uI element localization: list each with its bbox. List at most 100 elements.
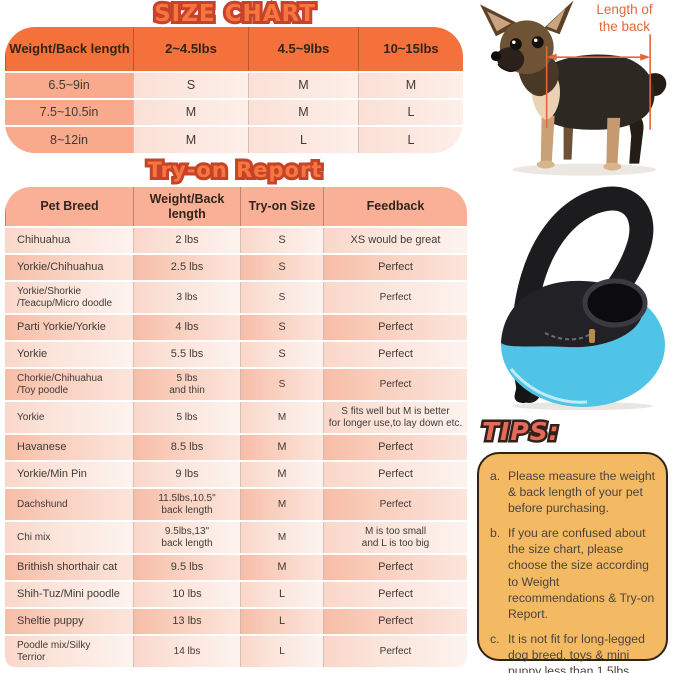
cell-feedback: Perfect (323, 435, 467, 460)
size-cell: L (358, 100, 463, 125)
size-header-cell: 4.5~9lbs (248, 27, 358, 71)
cell-breed: Brithish shorthair cat (5, 555, 133, 580)
tryon-header-cell: Try-on Size (240, 187, 323, 226)
cell-size: S (240, 282, 323, 313)
tips-box: a. Please measure the weight & back leng… (477, 452, 668, 673)
size-cell: M (133, 100, 248, 125)
tryon-row: Yorkie/Min Pin 9 lbs M Perfect (5, 460, 467, 487)
cell-weight: 10 lbs (133, 582, 240, 607)
cell-breed: Yorkie/Chihuahua (5, 255, 133, 280)
cell-size: L (240, 582, 323, 607)
tip-label: a. (490, 469, 501, 483)
cell-feedback: Perfect (323, 255, 467, 280)
back-length-measurement-lines (545, 34, 651, 130)
chihuahua-photo (480, 0, 667, 176)
cell-breed: Chorkie/Chihuahua /Toy poodle (5, 369, 133, 400)
size-cell: M (133, 127, 248, 153)
cell-size: S (240, 255, 323, 280)
cell-weight: 5.5 lbs (133, 342, 240, 367)
cell-feedback: Perfect (323, 342, 467, 367)
size-cell: L (248, 127, 358, 153)
cell-feedback: XS would be great (323, 228, 467, 253)
cell-feedback: M is too small and L is too big (323, 522, 467, 553)
cell-breed: Poodle mix/Silky Terrior (5, 636, 133, 667)
size-chart-row: 6.5~9in S M M (5, 71, 463, 98)
tryon-header-cell: Feedback (323, 187, 467, 226)
cell-size: S (240, 342, 323, 367)
tryon-row: Chi mix 9.5lbs,13" back length M M is to… (5, 520, 467, 553)
size-cell: M (248, 73, 358, 98)
cell-breed: Havanese (5, 435, 133, 460)
cell-feedback: Perfect (323, 315, 467, 340)
tryon-title-text: Try-on Report (147, 158, 323, 182)
cell-size: M (240, 402, 323, 433)
tip-label: c. (490, 631, 500, 646)
cell-breed: Chihuahua (5, 228, 133, 253)
tryon-row: Chorkie/Chihuahua /Toy poodle 5 lbs and … (5, 367, 467, 400)
size-cell-back-length: 6.5~9in (5, 73, 133, 98)
cell-weight: 13 lbs (133, 609, 240, 634)
cell-weight: 11.5lbs,10.5" back length (133, 489, 240, 520)
cell-breed: Parti Yorkie/Yorkie (5, 315, 133, 340)
size-chart-title-outline: SIZE CHART (151, 0, 318, 30)
cell-feedback: Perfect (323, 582, 467, 607)
cell-weight: 2.5 lbs (133, 255, 240, 280)
tryon-row: Yorkie/Chihuahua 2.5 lbs S Perfect (5, 253, 467, 280)
tryon-row: Parti Yorkie/Yorkie 4 lbs S Perfect (5, 313, 467, 340)
size-cell: M (248, 100, 358, 125)
tip-item: a. Please measure the weight & back leng… (490, 468, 656, 516)
cell-weight: 14 lbs (133, 636, 240, 667)
chihuahua-measurement-figure: Length of the back (480, 0, 679, 178)
tryon-row: Poodle mix/Silky Terrior 14 lbs L Perfec… (5, 634, 467, 667)
cell-size: L (240, 636, 323, 667)
cell-size: S (240, 369, 323, 400)
cell-weight: 9 lbs (133, 462, 240, 487)
cell-size: M (240, 435, 323, 460)
tryon-row: Shih-Tuz/Mini poodle 10 lbs L Perfect (5, 580, 467, 607)
tryon-title-outline: Try-on Report (145, 155, 325, 185)
cell-feedback: Perfect (323, 609, 467, 634)
cell-breed: Dachshund (5, 489, 133, 520)
size-chart-row: 7.5~10.5in M M L (5, 98, 463, 125)
tip-item: b. If you are confused about the size ch… (490, 525, 656, 622)
cell-feedback: Perfect (323, 555, 467, 580)
cell-feedback: S fits well but M is better for longer u… (323, 402, 467, 433)
tryon-row: Dachshund 11.5lbs,10.5" back length M Pe… (5, 487, 467, 520)
cell-weight: 9.5lbs,13" back length (133, 522, 240, 553)
tryon-header-row: Pet Breed Weight/Back length Try-on Size… (5, 187, 467, 226)
tryon-row: Chihuahua 2 lbs S XS would be great (5, 226, 467, 253)
size-cell-back-length: 7.5~10.5in (5, 100, 133, 125)
cell-breed: Yorkie (5, 342, 133, 367)
tip-label: b. (490, 526, 501, 541)
size-chart-row: 8~12in M L L (5, 125, 463, 153)
tips-title-outline: TIPS: (480, 415, 562, 449)
tip-text: If you are confused about the size chart… (508, 526, 655, 621)
size-chart-title: SIZE CHART SIZE CHART (0, 0, 470, 30)
tip-text: Please measure the weight & back length … (508, 469, 656, 516)
tryon-row: Yorkie 5 lbs M S fits well but M is bett… (5, 400, 467, 433)
cell-weight: 4 lbs (133, 315, 240, 340)
tryon-row: Yorkie 5.5 lbs S Perfect (5, 340, 467, 367)
size-chart-table: Weight/Back length 2~4.5lbs 4.5~9lbs 10~… (5, 27, 463, 153)
tryon-row: Havanese 8.5 lbs M Perfect (5, 433, 467, 460)
cell-size: M (240, 555, 323, 580)
tips-title-text: TIPS: (482, 417, 560, 446)
cell-breed: Yorkie (5, 402, 133, 433)
size-cell-back-length: 8~12in (5, 127, 133, 153)
cell-size: S (240, 228, 323, 253)
cell-breed: Shih-Tuz/Mini poodle (5, 582, 133, 607)
cell-feedback: Perfect (323, 462, 467, 487)
size-header-cell: 2~4.5lbs (133, 27, 248, 71)
tryon-row: Yorkie/Shorkie /Teacup/Micro doodle 3 lb… (5, 280, 467, 313)
cell-breed: Yorkie/Min Pin (5, 462, 133, 487)
size-cell: L (358, 127, 463, 153)
cell-weight: 3 lbs (133, 282, 240, 313)
tryon-row: Brithish shorthair cat 9.5 lbs M Perfect (5, 553, 467, 580)
pet-sling-bag-photo (487, 183, 672, 413)
cell-weight: 2 lbs (133, 228, 240, 253)
tips-title: TIPS: TIPS: (480, 415, 602, 449)
size-cell: S (133, 73, 248, 98)
cell-feedback: Perfect (323, 489, 467, 520)
cell-feedback: Perfect (323, 369, 467, 400)
